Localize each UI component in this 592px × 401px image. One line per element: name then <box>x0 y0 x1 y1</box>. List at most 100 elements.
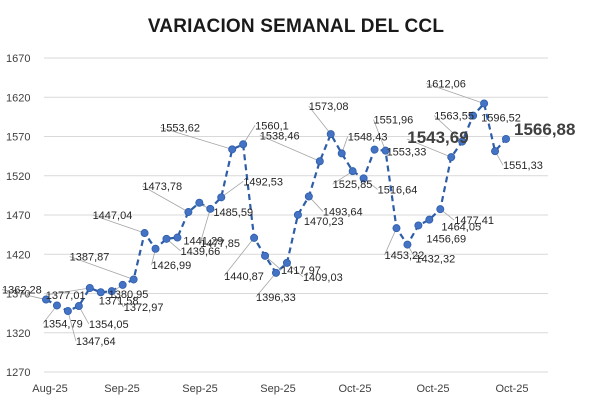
data-label: 1525,85 <box>333 179 373 191</box>
data-label: 1362,28 <box>2 285 42 297</box>
leader-line <box>160 126 233 150</box>
data-point <box>359 174 368 183</box>
data-point <box>129 275 138 284</box>
y-tick-label: 1470 <box>6 210 30 222</box>
data-label: 1441,29 <box>183 236 223 248</box>
leader-line <box>1 289 47 300</box>
leader-line <box>259 134 320 162</box>
data-point <box>261 251 270 260</box>
data-label: 1432,32 <box>415 254 455 266</box>
data-point <box>436 205 445 214</box>
data-point <box>250 233 259 242</box>
data-point <box>140 229 149 238</box>
data-label: 1492,53 <box>243 176 283 188</box>
x-tick-label: Oct-25 <box>338 383 371 395</box>
leader-line <box>308 105 332 135</box>
data-point <box>381 146 390 155</box>
data-point <box>63 307 72 316</box>
data-point <box>52 301 61 310</box>
data-label: 1573,08 <box>309 101 349 113</box>
data-point <box>206 204 215 213</box>
leader-line <box>92 214 145 234</box>
data-point <box>162 234 171 243</box>
data-label: 1548,43 <box>348 131 388 143</box>
y-tick-label: 1570 <box>6 132 30 144</box>
data-point <box>151 244 160 253</box>
y-tick-label: 1420 <box>6 249 30 261</box>
data-point <box>403 240 412 249</box>
data-label: 1354,05 <box>89 319 129 331</box>
data-label: 1371,58 <box>99 295 139 307</box>
data-label: 1417,97 <box>281 265 321 277</box>
data-label: 1516,64 <box>378 184 418 196</box>
data-point <box>315 157 324 166</box>
y-tick-label: 1270 <box>6 367 30 379</box>
x-tick-label: Oct-25 <box>495 383 528 395</box>
data-label: 1440,87 <box>224 271 264 283</box>
data-point <box>326 130 335 139</box>
leader-line <box>223 237 255 277</box>
y-tick-label: 1520 <box>6 171 30 183</box>
data-label: 1538,46 <box>260 130 300 142</box>
data-point <box>74 302 83 311</box>
data-point <box>228 145 237 154</box>
data-label: 1477,85 <box>200 238 240 250</box>
data-label: 1354,79 <box>43 318 83 330</box>
data-label: 1447,04 <box>93 210 133 222</box>
data-point <box>118 280 127 289</box>
data-point <box>293 210 302 219</box>
leader-line <box>142 185 189 213</box>
data-label: 1543,69 <box>407 128 468 147</box>
data-point <box>458 137 467 146</box>
data-label: 1493,64 <box>323 206 363 218</box>
data-label: 1560,1 <box>255 120 289 132</box>
data-point <box>282 258 291 267</box>
leader-line <box>433 115 463 142</box>
data-point <box>184 208 193 217</box>
x-tick-label: Aug-25 <box>32 383 67 395</box>
data-label: 1612,06 <box>426 78 466 90</box>
data-point <box>271 268 280 277</box>
x-tick-label: Sep-25 <box>182 383 217 395</box>
data-point <box>501 134 510 143</box>
x-tick-label: Sep-25 <box>260 383 295 395</box>
leader-line <box>384 228 397 256</box>
data-label: 1551,96 <box>374 115 414 127</box>
data-label: 1553,62 <box>160 122 200 134</box>
data-point <box>348 167 357 176</box>
data-point <box>337 149 346 158</box>
data-point <box>304 192 313 201</box>
data-label: 1477,41 <box>454 215 494 227</box>
data-label: 1596,52 <box>481 113 521 125</box>
leader-line <box>407 138 452 158</box>
data-point <box>173 233 182 242</box>
leader-line <box>67 310 77 342</box>
data-label: 1553,33 <box>387 147 427 159</box>
data-label: 1453,22 <box>384 250 424 262</box>
leader-line <box>199 208 211 243</box>
data-label: 1396,33 <box>256 292 296 304</box>
leader-line <box>373 119 386 151</box>
data-label: 1426,99 <box>152 260 192 272</box>
data-label: 1485,59 <box>213 207 253 219</box>
data-label: 1380,95 <box>109 289 149 301</box>
data-label: 1372,97 <box>124 302 164 314</box>
x-tick-label: Sep-25 <box>104 383 139 395</box>
data-label: 1439,66 <box>180 246 220 258</box>
leader-line <box>221 180 244 198</box>
leader-line <box>255 272 277 298</box>
data-point <box>85 283 94 292</box>
data-label: 1377,01 <box>46 290 86 302</box>
data-point <box>469 111 478 120</box>
leader-line <box>425 83 485 104</box>
data-point <box>107 287 116 296</box>
y-tick-label: 1320 <box>6 328 30 340</box>
y-tick-label: 1620 <box>6 92 30 104</box>
leader-line <box>69 256 134 280</box>
data-point <box>217 193 226 202</box>
data-point <box>42 295 51 304</box>
data-label: 1347,64 <box>76 336 116 348</box>
data-label: 1473,78 <box>142 181 182 193</box>
